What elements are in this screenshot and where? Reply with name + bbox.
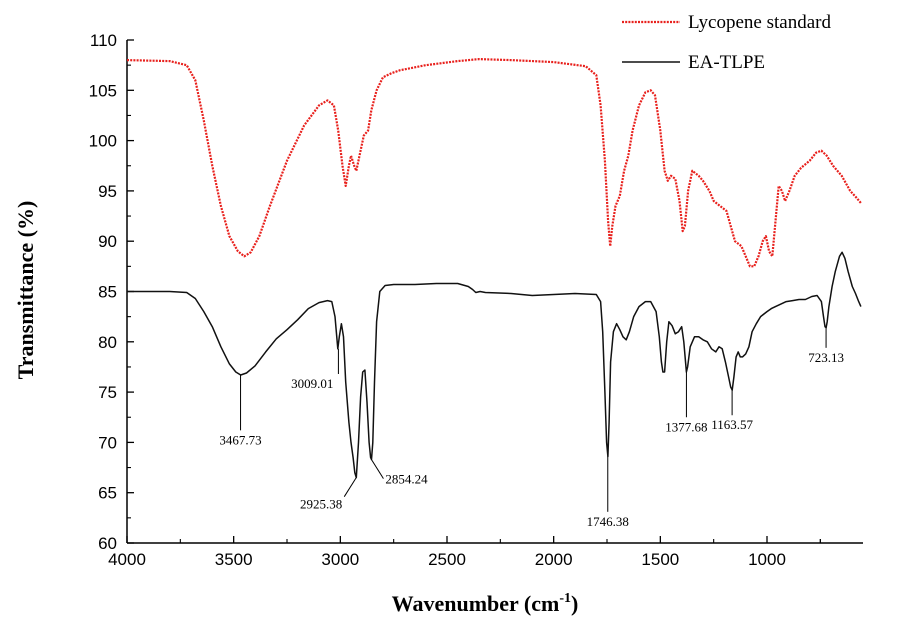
x-axis-title-text: Wavenumber (cm <box>392 591 560 616</box>
plot-area: 4000 3500 3000 2500 2000 1500 1000 60 65 70 75 80 8… <box>89 31 863 569</box>
y-tick-label: 65 <box>98 484 117 503</box>
y-tick-label: 70 <box>98 433 117 452</box>
peak-annotation: 723.13 <box>808 327 844 365</box>
y-tick-label: 105 <box>89 81 117 100</box>
peak-annotation-label: 1377.68 <box>665 419 707 434</box>
x-tick-label: 2000 <box>535 550 573 569</box>
y-tick-label: 90 <box>98 232 117 251</box>
peak-annotation-label: 1746.38 <box>587 514 629 529</box>
peak-annotation: 1377.68 <box>665 371 708 434</box>
x-tick-label: 2500 <box>428 550 466 569</box>
peak-annotation-leader <box>371 459 384 479</box>
annotation-layer: 3467.73 3009.01 2925.38 2854.24 1746.38 1377.… <box>219 327 844 529</box>
x-tick-label: 3500 <box>215 550 253 569</box>
y-tick-label: 75 <box>98 383 117 402</box>
peak-annotation: 2925.38 <box>300 477 357 512</box>
peak-annotation-label: 3467.73 <box>219 432 261 447</box>
x-tick-label: 3000 <box>321 550 359 569</box>
x-axis-title: Wavenumber (cm-1) <box>392 591 579 616</box>
y-tick-label: 60 <box>98 534 117 553</box>
peak-annotation-label: 1163.57 <box>711 417 753 432</box>
y-tick-label: 80 <box>98 333 117 352</box>
peak-annotation: 3009.01 <box>291 348 339 391</box>
series-line-ea-tlpe <box>127 251 862 479</box>
x-tick-label: 1000 <box>748 550 786 569</box>
peak-annotation: 3467.73 <box>219 374 262 447</box>
y-tick-label: 110 <box>90 31 117 50</box>
y-tick-label: 85 <box>98 283 117 302</box>
x-axis-title-superscript: -1 <box>559 591 571 606</box>
peak-annotation-label: 723.13 <box>808 350 844 365</box>
legend-entry-lycopene: Lycopene standard <box>622 12 831 33</box>
legend-label-lycopene: Lycopene standard <box>688 12 831 33</box>
x-ticks: 4000 3500 3000 2500 2000 1500 1000 <box>108 536 821 569</box>
peak-annotation-label: 2925.38 <box>300 497 342 512</box>
peak-annotation-label: 2854.24 <box>385 472 428 487</box>
peak-annotation: 1163.57 <box>711 390 753 432</box>
peak-annotation: 1746.38 <box>587 456 629 529</box>
y-tick-label: 95 <box>98 182 117 201</box>
peak-annotation: 2854.24 <box>371 459 428 487</box>
peak-annotation-leader <box>343 477 357 497</box>
x-tick-label: 4000 <box>108 550 146 569</box>
legend-entry-ea-tlpe: EA-TLPE <box>622 52 765 73</box>
y-ticks: 60 65 70 75 80 85 90 95 100 105 110 <box>89 31 134 553</box>
x-axis-title-close: ) <box>571 591 578 616</box>
series-layer <box>126 58 862 479</box>
y-axis-title: Transmittance (%) <box>13 201 38 380</box>
legend-label-ea-tlpe: EA-TLPE <box>688 52 765 73</box>
series-line-lycopene-standard <box>126 58 862 268</box>
legend: Lycopene standard EA-TLPE <box>622 12 831 73</box>
x-tick-label: 1500 <box>641 550 679 569</box>
peak-annotation-label: 3009.01 <box>291 376 333 391</box>
y-tick-label: 100 <box>89 132 117 151</box>
